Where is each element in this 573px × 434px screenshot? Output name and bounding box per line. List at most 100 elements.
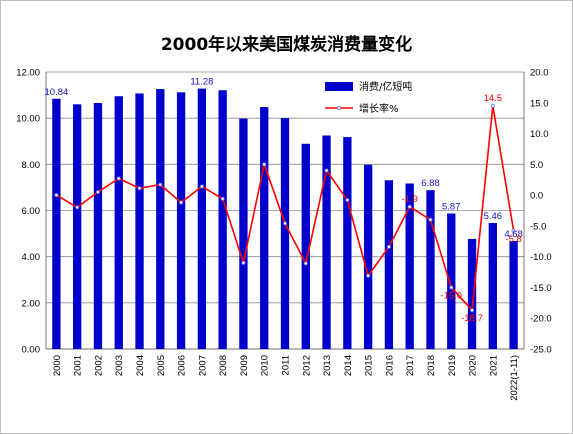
line-point (137, 186, 142, 191)
y-left-tick-label: 0.00 (22, 345, 41, 356)
bar (363, 164, 373, 349)
bar (197, 88, 207, 350)
line-point (303, 261, 308, 266)
y-left-tick-label: 10.00 (16, 114, 40, 125)
x-tick-label: 2001 (73, 355, 84, 376)
x-tick-label: 2013 (322, 355, 333, 376)
x-tick-label: 2020 (468, 355, 479, 376)
bar (260, 107, 269, 349)
line-data-label: -15.0 (440, 290, 462, 301)
bar (156, 89, 165, 349)
line-point (386, 244, 391, 249)
line-point (324, 168, 329, 173)
x-tick-label: 2009 (239, 355, 250, 376)
y-right-tick-label: 15.0 (530, 98, 549, 109)
bar-data-label: 5.87 (442, 202, 461, 213)
y-right-tick-label: -15.0 (530, 283, 552, 294)
y-left-tick-label: 6.00 (22, 206, 41, 217)
x-tick-label: 2008 (218, 355, 229, 376)
line-point (262, 162, 267, 167)
bar (426, 190, 435, 349)
x-tick-label: 2007 (197, 355, 208, 376)
line-point (241, 260, 246, 265)
x-tick-label: 2004 (135, 355, 146, 376)
bar-data-label: 6.88 (421, 178, 440, 189)
x-tick-label: 2021 (488, 355, 499, 376)
line-point (366, 273, 371, 278)
line-point (220, 196, 225, 201)
x-tick-label: 2018 (426, 355, 437, 376)
y-right-tick-label: -10.0 (530, 252, 552, 263)
bar (52, 98, 61, 349)
legend-line-label: 增长率% (359, 102, 399, 115)
legend-line-marker (336, 106, 341, 111)
bar (73, 104, 82, 349)
y-right-tick-label: 10.0 (530, 129, 549, 140)
bar (467, 238, 477, 349)
legend-bar-label: 消费/亿短吨 (359, 80, 412, 93)
bar-data-label: 11.28 (190, 77, 213, 88)
line-data-label: -5.8 (505, 234, 521, 245)
line-point (490, 103, 495, 108)
line-data-label: -1.9 (402, 194, 418, 205)
x-tick-label: 2019 (447, 355, 458, 376)
y-left-tick-label: 4.00 (22, 252, 41, 263)
x-tick-label: 2016 (384, 355, 395, 376)
x-tick-label: 2015 (364, 355, 375, 376)
bar (509, 240, 518, 349)
x-tick-label: 2000 (52, 355, 63, 376)
y-right-tick-label: -20.0 (530, 314, 552, 325)
x-tick-label: 2012 (301, 355, 312, 376)
chart-title: 2000年以来美国煤炭消费量变化 (160, 35, 413, 55)
y-left-tick-label: 8.00 (22, 160, 41, 171)
line-point (75, 205, 80, 210)
bar-data-label: 10.84 (45, 87, 69, 98)
line-point (407, 204, 412, 209)
bar (218, 90, 227, 349)
bar (176, 92, 186, 350)
y-right-tick-label: 20.0 (530, 68, 549, 79)
bar (93, 102, 103, 349)
bar (405, 183, 414, 349)
y-left-tick-label: 12.00 (16, 68, 40, 79)
x-tick-label: 2003 (114, 355, 125, 376)
bar (135, 93, 144, 349)
line-point (54, 193, 59, 198)
y-right-tick-label: 5.0 (530, 160, 543, 171)
x-tick-label: 2017 (405, 355, 416, 376)
legend-bar-swatch (325, 82, 353, 91)
line-point (428, 217, 433, 222)
line-point (345, 198, 350, 203)
line-point (282, 221, 287, 226)
bar (280, 118, 290, 350)
bar (384, 180, 394, 349)
bar (488, 222, 497, 349)
line-data-label: -18.7 (461, 313, 483, 324)
line-point (158, 182, 163, 187)
y-right-tick-label: -5.0 (530, 221, 546, 232)
x-tick-label: 2010 (260, 355, 271, 376)
line-point (449, 285, 454, 290)
x-tick-label: 2011 (281, 355, 292, 375)
line-point (179, 200, 184, 205)
bar (114, 96, 123, 349)
x-tick-label: 2022(1-11) (509, 355, 520, 401)
bar-data-label: 5.46 (484, 211, 503, 222)
bar (239, 118, 248, 350)
y-right-tick-label: -25.0 (530, 345, 552, 356)
x-tick-label: 2002 (93, 355, 104, 376)
bar (447, 213, 456, 349)
line-point (95, 190, 100, 195)
bar (322, 135, 331, 349)
line-data-label: 14.5 (484, 93, 503, 104)
y-right-tick-label: 0.0 (530, 191, 543, 202)
line-point (470, 308, 475, 313)
x-tick-label: 2005 (156, 355, 167, 376)
line-point (116, 176, 121, 181)
line-point (511, 228, 516, 233)
line-point (199, 184, 204, 189)
y-left-tick-label: 2.00 (22, 298, 41, 309)
x-tick-label: 2006 (177, 355, 188, 376)
x-tick-label: 2014 (343, 355, 354, 376)
